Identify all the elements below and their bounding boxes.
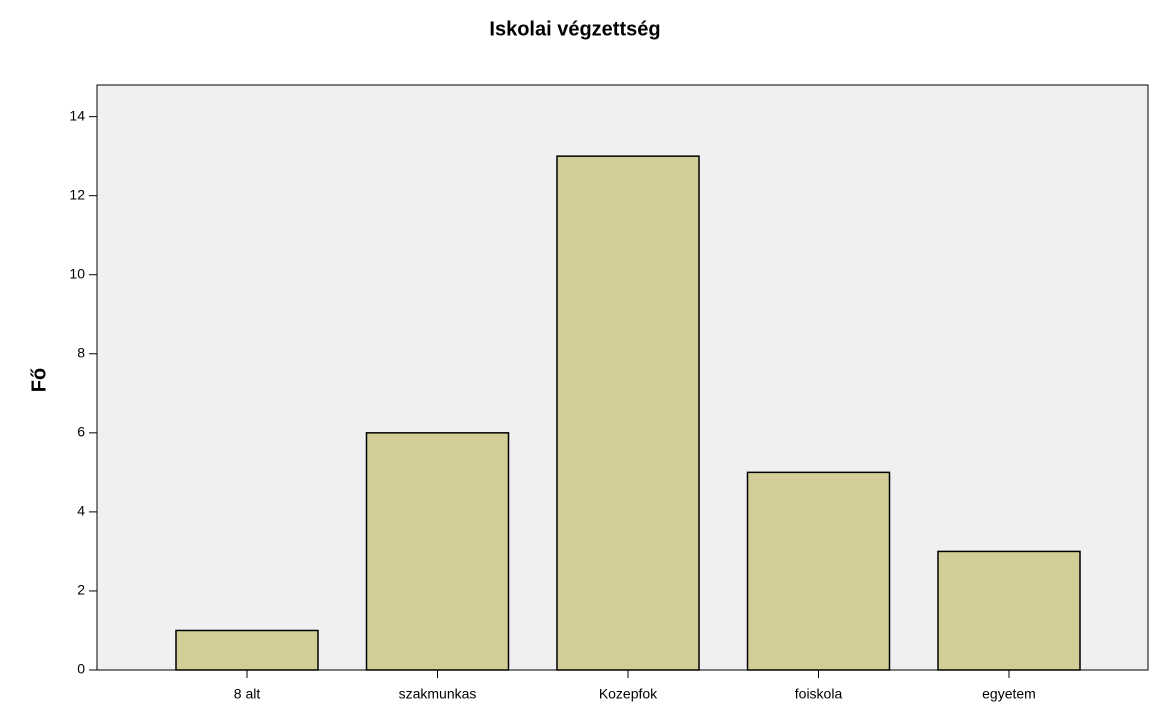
x-tick-label: 8 alt <box>234 686 261 702</box>
y-tick-label: 14 <box>69 107 85 123</box>
bar <box>746 471 891 671</box>
y-tick-label: 2 <box>77 582 85 598</box>
x-tick-label: Kozepfok <box>599 686 658 702</box>
y-axis-label: Fő <box>28 368 50 392</box>
y-tick-label: 0 <box>77 661 85 677</box>
y-tick-label: 4 <box>77 503 85 519</box>
bar <box>175 629 319 671</box>
bar <box>937 550 1081 671</box>
x-tick-label: egyetem <box>982 686 1036 702</box>
bar <box>556 155 700 671</box>
y-tick-label: 6 <box>77 424 85 440</box>
y-tick-label: 8 <box>77 344 85 360</box>
x-tick-label: szakmunkas <box>399 686 477 702</box>
y-tick-label: 10 <box>69 265 85 281</box>
x-tick-label: foiskola <box>795 686 843 702</box>
chart-title: Iskolai végzettség <box>489 18 660 40</box>
y-tick-label: 12 <box>69 186 85 202</box>
bar <box>365 432 510 671</box>
